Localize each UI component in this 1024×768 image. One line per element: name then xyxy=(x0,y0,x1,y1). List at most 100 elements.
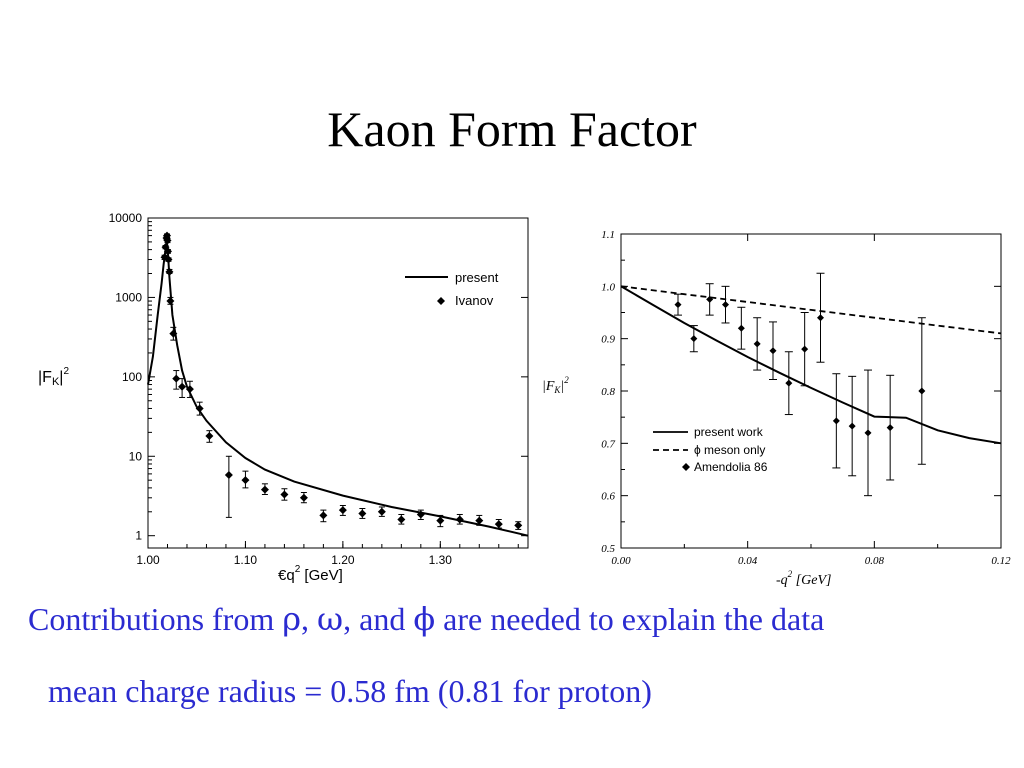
data-point xyxy=(753,340,761,348)
data-point xyxy=(299,493,308,502)
data-point xyxy=(224,471,233,480)
series-points-ivanov xyxy=(160,231,523,530)
legend: present work ϕ meson only Amendolia 86 xyxy=(653,425,768,474)
data-point xyxy=(769,347,777,355)
data-point xyxy=(338,506,347,515)
series-points-amendolia-86 xyxy=(674,272,926,497)
legend-label-present-work: present work xyxy=(694,425,764,439)
data-point xyxy=(377,507,386,516)
data-point xyxy=(163,231,171,240)
y-tick-label: 0.6 xyxy=(601,491,615,503)
data-point xyxy=(205,431,214,440)
data-point xyxy=(169,329,178,338)
x-tick-label: 1.00 xyxy=(136,553,160,567)
legend-label-amendolia: Amendolia 86 xyxy=(694,460,768,474)
legend-label-ivanov: Ivanov xyxy=(455,293,494,308)
y-tick-label: 0.5 xyxy=(601,543,615,555)
x-tick-label: 0.12 xyxy=(991,555,1011,567)
x-tick-label: 0.08 xyxy=(865,555,885,567)
y-tick-label: 0.7 xyxy=(601,438,615,450)
data-point xyxy=(163,236,172,245)
kaon-spacelike-form-factor-chart: 0.5 0.6 0.7 0.8 0.9 1.0 1.1 0.00 0.04 0.08 0.12 p… xyxy=(542,229,1011,588)
data-point xyxy=(785,379,793,387)
series-line-phi-meson-only xyxy=(620,285,1002,335)
y-tick-label: 0.9 xyxy=(601,334,615,346)
data-point xyxy=(164,255,173,264)
y-axis-ticks: 0.5 0.6 0.7 0.8 0.9 1.0 1.1 xyxy=(601,229,1001,555)
omega-symbol: ω xyxy=(317,600,344,638)
data-point xyxy=(848,422,856,430)
legend-marker-ivanov xyxy=(437,297,445,305)
y-tick-label: 10 xyxy=(129,449,143,463)
y-axis-ticks: 1 10 100 1000 10000 xyxy=(109,211,528,543)
legend-label-present: present xyxy=(455,270,499,285)
x-tick-label: 1.20 xyxy=(331,553,355,567)
data-point xyxy=(722,301,729,309)
x-tick-label: 0.04 xyxy=(738,555,758,567)
x-axis-label: €q2 [GeV] xyxy=(278,564,343,584)
x-axis-ticks: 0.00 0.04 0.08 0.12 xyxy=(611,234,1011,567)
plot-frame xyxy=(147,217,529,549)
data-point xyxy=(436,516,445,525)
phi-symbol: ϕ xyxy=(413,600,436,638)
data-point xyxy=(166,297,175,306)
data-point xyxy=(817,314,824,322)
caption-prefix: Contributions from xyxy=(28,601,283,637)
y-tick-label: 0.8 xyxy=(601,386,615,398)
y-tick-label: 1 xyxy=(135,529,142,543)
x-axis-label: -q2 [GeV] xyxy=(776,569,831,588)
y-axis-label: |FK|2 xyxy=(38,366,69,388)
data-point xyxy=(918,387,926,395)
x-tick-label: 1.30 xyxy=(429,553,453,567)
data-point xyxy=(160,253,169,262)
data-point xyxy=(319,511,328,520)
y-axis-label: |FK|2 xyxy=(542,375,569,395)
x-axis-ticks: 1.00 1.10 1.20 1.30 xyxy=(136,541,519,567)
data-point xyxy=(494,520,503,529)
y-tick-label: 1000 xyxy=(115,290,142,304)
kaon-timelike-form-factor-chart: 1 10 100 1000 10000 1.00 1.10 1.20 1.30 present… xyxy=(38,211,529,584)
slide-title: Kaon Form Factor xyxy=(327,101,697,157)
data-point xyxy=(514,521,523,530)
legend: present Ivanov xyxy=(405,270,499,308)
data-point xyxy=(801,345,809,353)
data-point xyxy=(185,385,194,394)
data-point xyxy=(397,515,406,524)
y-tick-label: 1.1 xyxy=(601,229,615,241)
legend-label-phi-meson-only: ϕ meson only xyxy=(694,443,765,457)
y-tick-label: 10000 xyxy=(109,211,143,225)
data-point xyxy=(886,424,894,432)
data-point xyxy=(260,485,269,494)
data-point xyxy=(178,382,187,391)
x-tick-label: 1.10 xyxy=(234,553,258,567)
data-point xyxy=(241,476,250,485)
data-point xyxy=(674,301,682,309)
data-point xyxy=(358,509,367,518)
y-tick-label: 100 xyxy=(122,370,142,384)
caption-charge-radius: mean charge radius = 0.58 fm (0.81 for p… xyxy=(48,673,652,709)
data-point xyxy=(864,429,872,437)
data-point xyxy=(172,374,181,383)
caption-contributions: Contributions from ρ, ω, and ϕ are neede… xyxy=(28,600,824,638)
y-tick-label: 1.0 xyxy=(601,281,615,293)
data-point xyxy=(690,335,698,343)
data-point xyxy=(165,267,174,276)
data-point xyxy=(195,404,204,413)
data-point xyxy=(737,324,745,332)
data-point xyxy=(163,247,172,256)
caption-suffix: are needed to explain the data xyxy=(435,601,825,637)
x-tick-label: 0.00 xyxy=(611,555,631,567)
data-point xyxy=(706,295,714,303)
caption-sep2: , and xyxy=(343,601,414,637)
series-line-present-work xyxy=(620,285,1002,445)
data-point xyxy=(455,515,464,524)
data-point xyxy=(475,516,484,525)
data-point xyxy=(280,490,289,499)
caption-sep1: , xyxy=(301,601,318,637)
data-point xyxy=(832,417,840,425)
data-point xyxy=(416,510,425,519)
legend-marker-amendolia xyxy=(682,463,690,471)
series-line-present xyxy=(147,239,529,537)
rho-symbol: ρ xyxy=(282,600,302,638)
plot-frame xyxy=(620,233,1002,549)
